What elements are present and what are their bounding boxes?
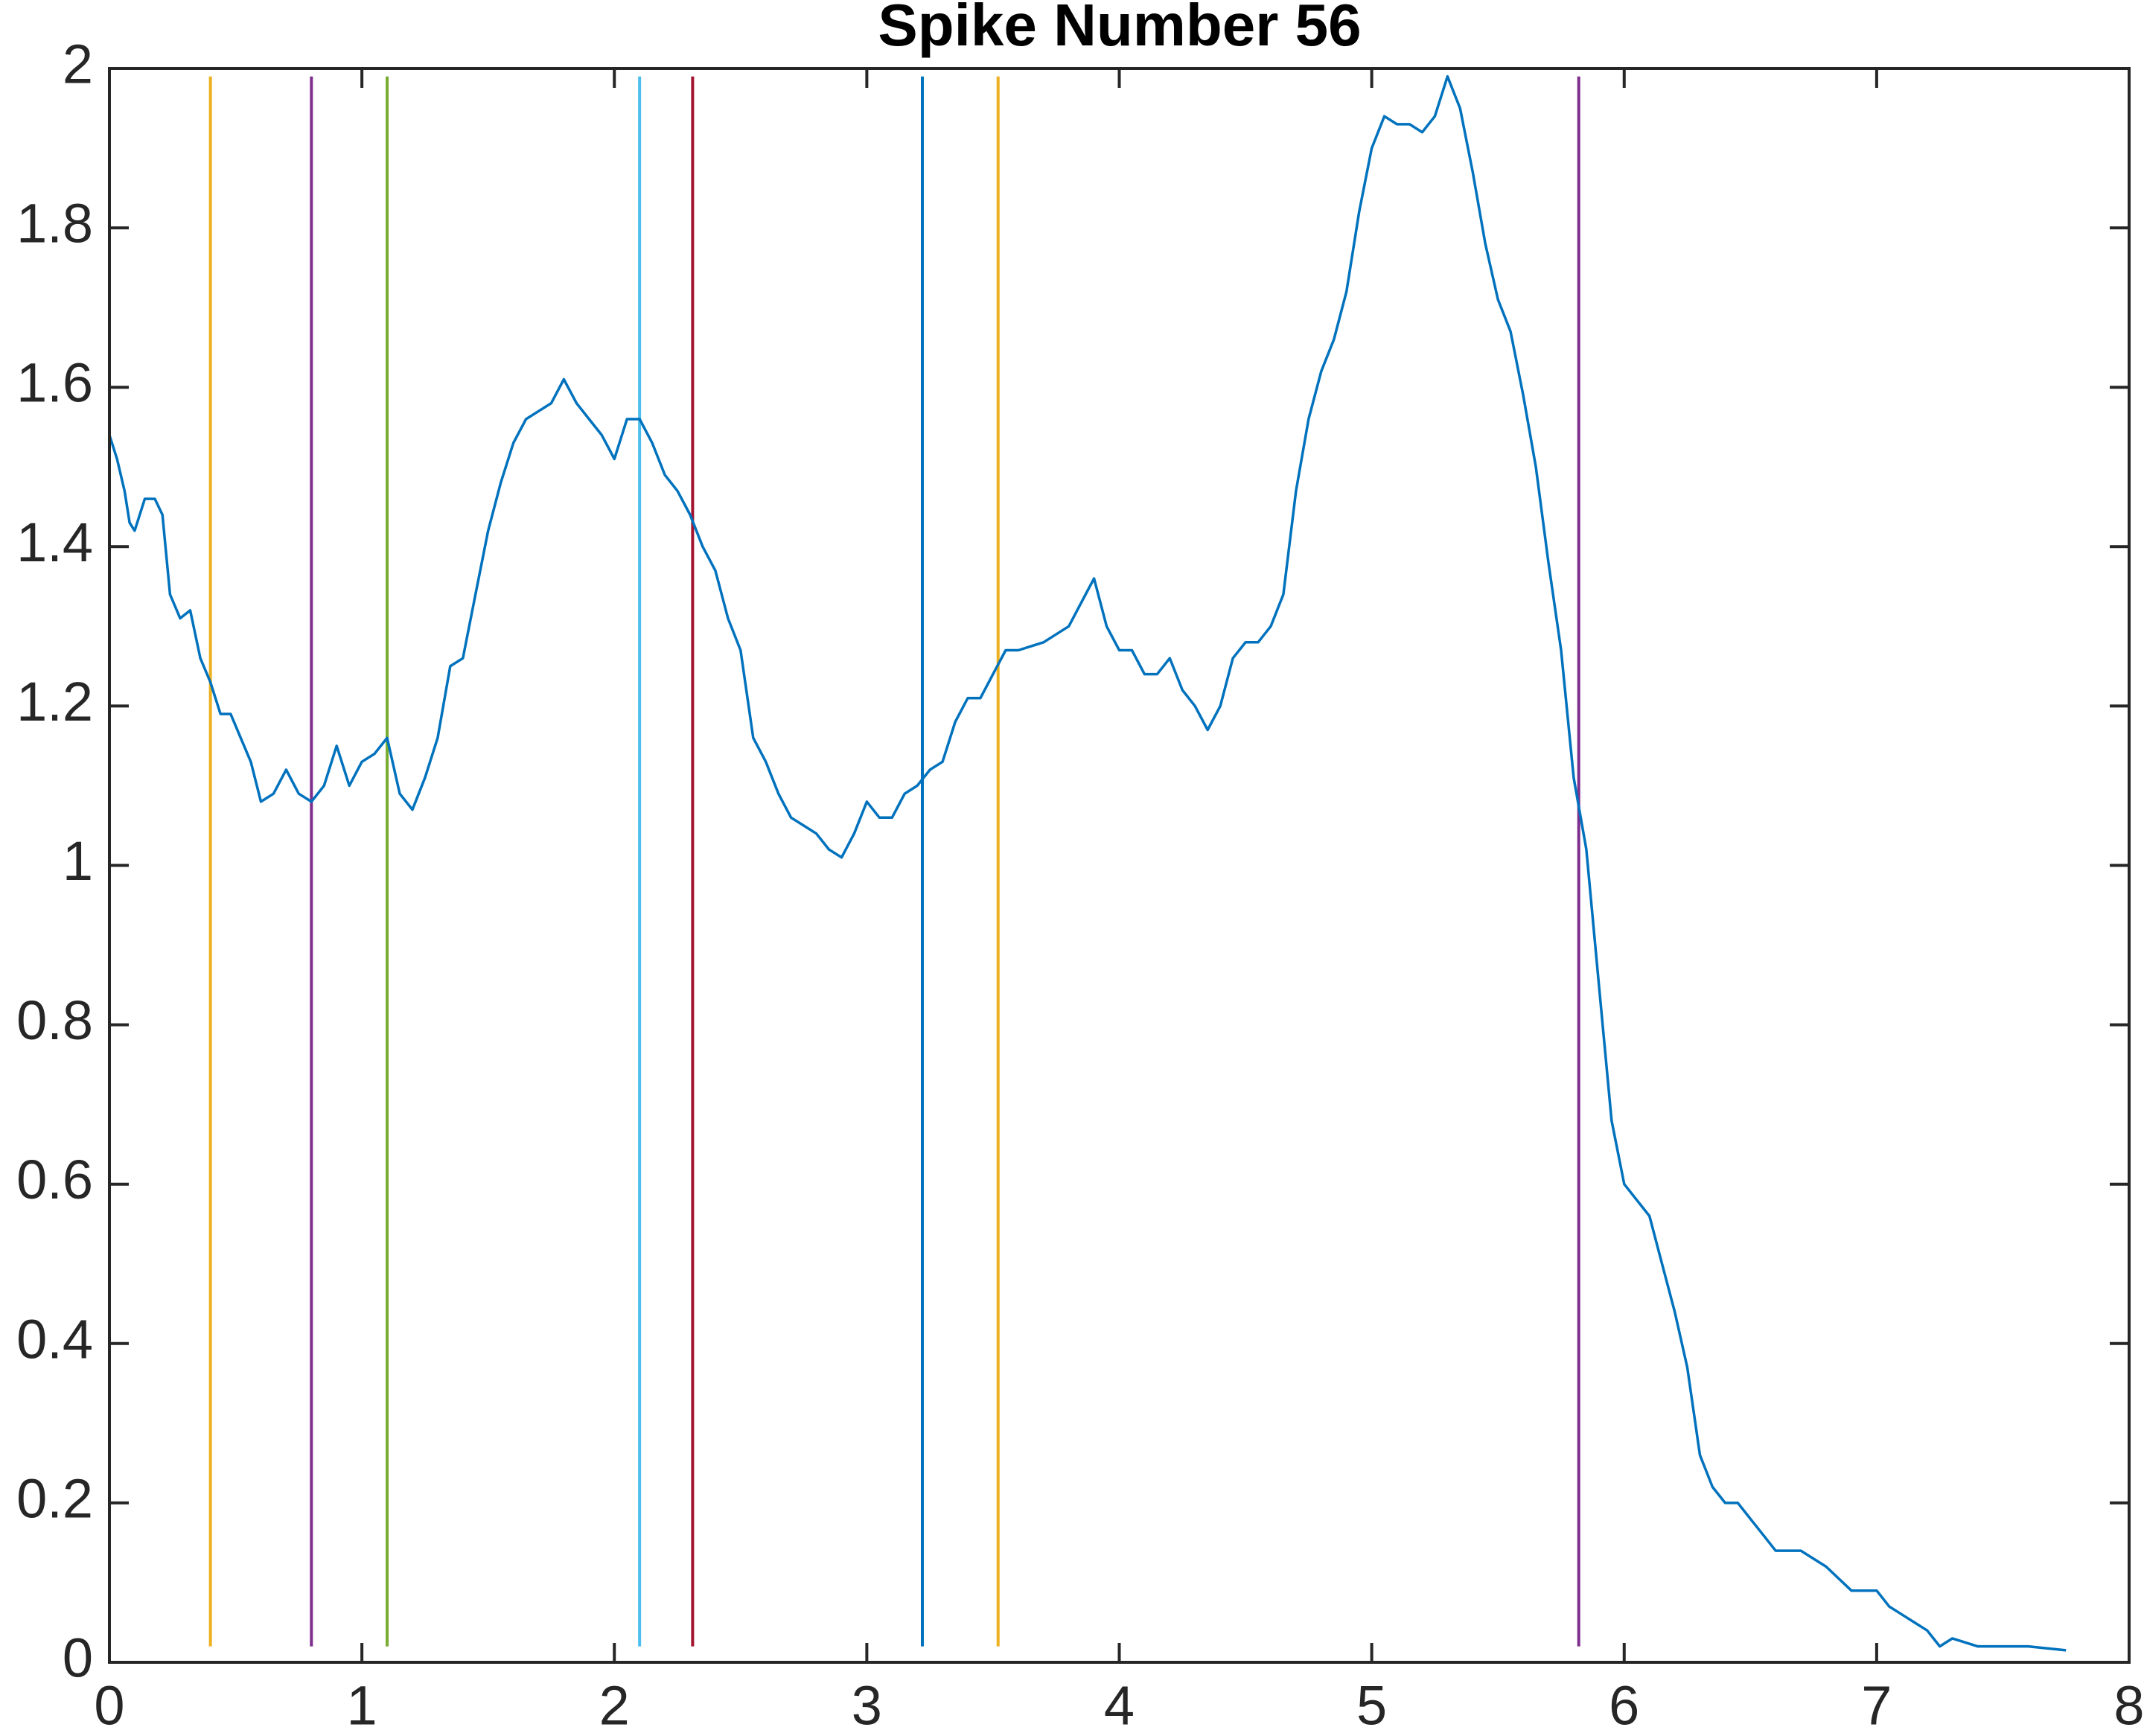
x-tick-label: 1 [347, 1675, 377, 1736]
y-tick-label: 1 [63, 830, 93, 892]
x-tick-label: 4 [1104, 1675, 1135, 1736]
x-tick-label: 5 [1356, 1675, 1387, 1736]
x-tick-label: 7 [1861, 1675, 1892, 1736]
y-tick-label: 0 [63, 1627, 93, 1689]
y-tick-label: 0.4 [16, 1308, 93, 1370]
y-tick-label: 1.6 [16, 352, 93, 414]
x-tick-label: 2 [599, 1675, 630, 1736]
y-tick-label: 1.8 [16, 193, 93, 255]
y-tick-label: 2 [63, 33, 93, 95]
x-tick-label: 6 [1609, 1675, 1639, 1736]
x-tick-label: 8 [2113, 1675, 2144, 1736]
data-line [108, 74, 2067, 1652]
y-tick-label: 0.8 [16, 989, 93, 1051]
y-tick-label: 0.2 [16, 1467, 93, 1529]
y-tick-label: 1.2 [16, 671, 93, 733]
x-tick-label: 3 [852, 1675, 882, 1736]
y-tick-label: 1.4 [16, 511, 93, 573]
chart-title: Spike Number 56 [878, 0, 1361, 58]
x-tick-label: 0 [94, 1675, 124, 1736]
y-tick-label: 0.6 [16, 1149, 93, 1210]
